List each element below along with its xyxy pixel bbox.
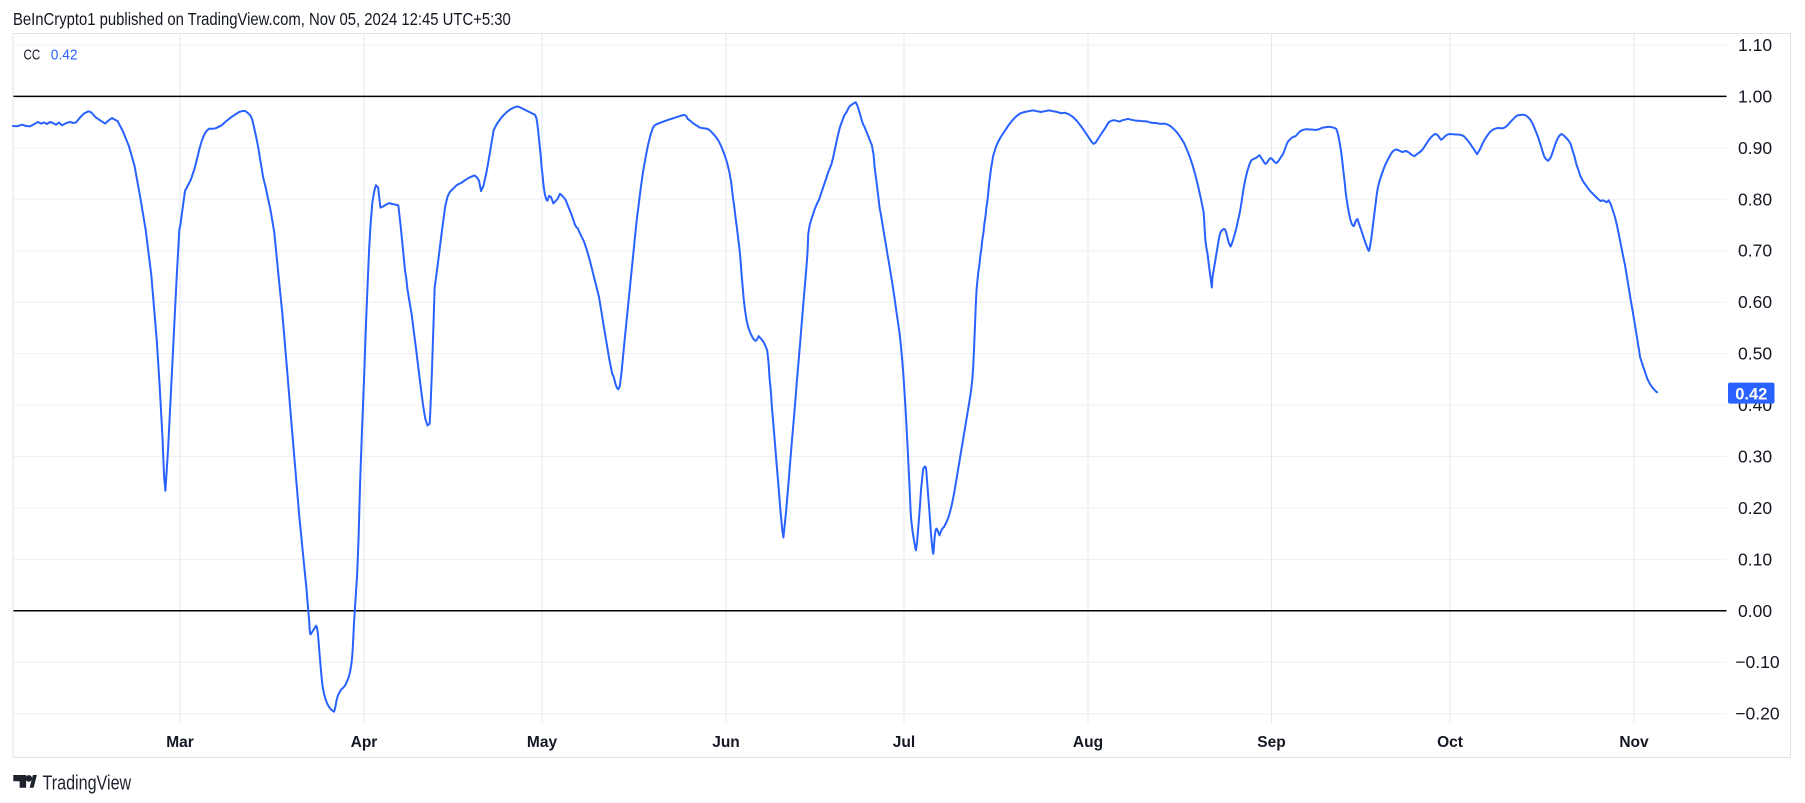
svg-text:0.60: 0.60 [1738,292,1772,312]
svg-text:1.10: 1.10 [1738,35,1772,55]
svg-text:0.70: 0.70 [1738,241,1772,261]
svg-text:0.50: 0.50 [1738,344,1772,364]
svg-text:Jul: Jul [893,734,915,751]
svg-text:0.90: 0.90 [1738,138,1772,158]
svg-text:Jun: Jun [712,734,740,751]
svg-text:1.00: 1.00 [1738,86,1772,106]
svg-text:−0.20: −0.20 [1735,704,1780,724]
svg-text:0.80: 0.80 [1738,189,1772,209]
svg-text:0.10: 0.10 [1738,549,1772,569]
svg-text:0.00: 0.00 [1738,601,1772,621]
svg-text:CC: CC [24,46,41,63]
svg-text:0.42: 0.42 [1735,385,1767,403]
svg-text:Apr: Apr [351,734,378,751]
svg-text:Aug: Aug [1073,734,1103,751]
svg-text:May: May [527,734,558,751]
svg-text:Sep: Sep [1257,734,1285,751]
svg-text:−0.10: −0.10 [1735,652,1780,672]
svg-text:BeInCrypto1 published on Tradi: BeInCrypto1 published on TradingView.com… [13,10,511,29]
svg-text:Oct: Oct [1437,734,1463,751]
svg-text:Mar: Mar [166,734,194,751]
svg-text:0.20: 0.20 [1738,498,1772,518]
svg-text:0.30: 0.30 [1738,447,1772,467]
svg-text:0.42: 0.42 [51,46,78,62]
svg-text:TradingView: TradingView [43,772,132,794]
svg-text:Nov: Nov [1619,734,1649,751]
